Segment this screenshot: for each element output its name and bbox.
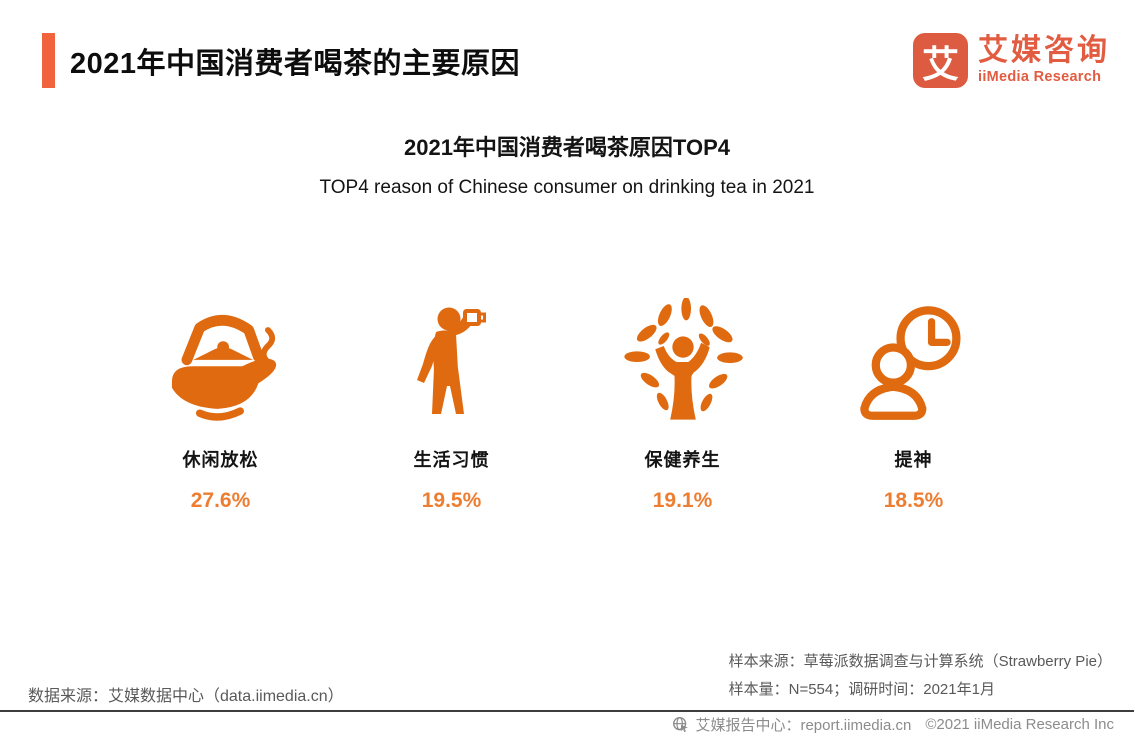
data-source: 数据来源：艾媒数据中心（data.iimedia.cn） — [28, 688, 344, 705]
accent-bar — [42, 33, 55, 88]
stat-value: 19.5% — [421, 489, 482, 512]
stats-row: 休闲放松 27.6% 生活习惯 19.5% — [0, 292, 1134, 513]
wellness-leaves-person-icon — [567, 292, 798, 432]
sample-notes: 样本来源：草莓派数据调查与计算系统（Strawberry Pie） 样本量：N=… — [729, 648, 1112, 704]
stat-label: 提神 — [894, 450, 933, 470]
stat-column-health: 保健养生 19.1% — [567, 292, 798, 513]
stat-value: 18.5% — [883, 489, 944, 512]
stat-value: 19.1% — [652, 489, 713, 512]
stat-label: 保健养生 — [644, 450, 721, 470]
stat-column-habit: 生活习惯 19.5% — [336, 292, 567, 513]
person-drinking-tea-icon — [336, 292, 567, 432]
stat-label: 生活习惯 — [413, 450, 490, 470]
logo-name-en: iiMedia Research — [978, 69, 1102, 86]
page-title: 2021年中国消费者喝茶的主要原因 — [70, 47, 521, 80]
sample-source: 样本来源：草莓派数据调查与计算系统（Strawberry Pie） — [728, 653, 1112, 670]
bottom-bar: 艾媒报告中心：report.iimedia.cn ©2021 iiMedia R… — [0, 710, 1134, 737]
person-with-clock-icon — [798, 292, 1029, 432]
teapot-icon — [105, 292, 336, 432]
logo-name-cn: 艾媒咨询 — [978, 34, 1110, 68]
chart-header: 2021年中国消费者喝茶原因TOP4 TOP4 reason of Chines… — [0, 130, 1134, 199]
copyright-text: ©2021 iiMedia Research Inc — [925, 716, 1114, 733]
logo-mark-icon: 艾 — [913, 33, 968, 88]
chart-title: 2021年中国消费者喝茶原因TOP4 — [403, 135, 730, 160]
iimedia-logo: 艾 艾媒咨询 iiMedia Research — [913, 33, 1110, 88]
logo-text: 艾媒咨询 iiMedia Research — [978, 36, 1110, 85]
sample-info: 样本量：N=554；调研时间：2021年1月 — [728, 681, 995, 698]
globe-cursor-icon — [672, 716, 689, 733]
stat-column-relax: 休闲放松 27.6% — [105, 292, 336, 513]
stat-column-refresh: 提神 18.5% — [798, 292, 1029, 513]
header: 2021年中国消费者喝茶的主要原因 艾 艾媒咨询 iiMedia Researc… — [42, 33, 1110, 88]
stat-value: 27.6% — [190, 489, 251, 512]
report-center-link: 艾媒报告中心：report.iimedia.cn — [695, 717, 912, 734]
stat-label: 休闲放松 — [182, 450, 259, 470]
chart-subtitle: TOP4 reason of Chinese consumer on drink… — [319, 177, 815, 198]
